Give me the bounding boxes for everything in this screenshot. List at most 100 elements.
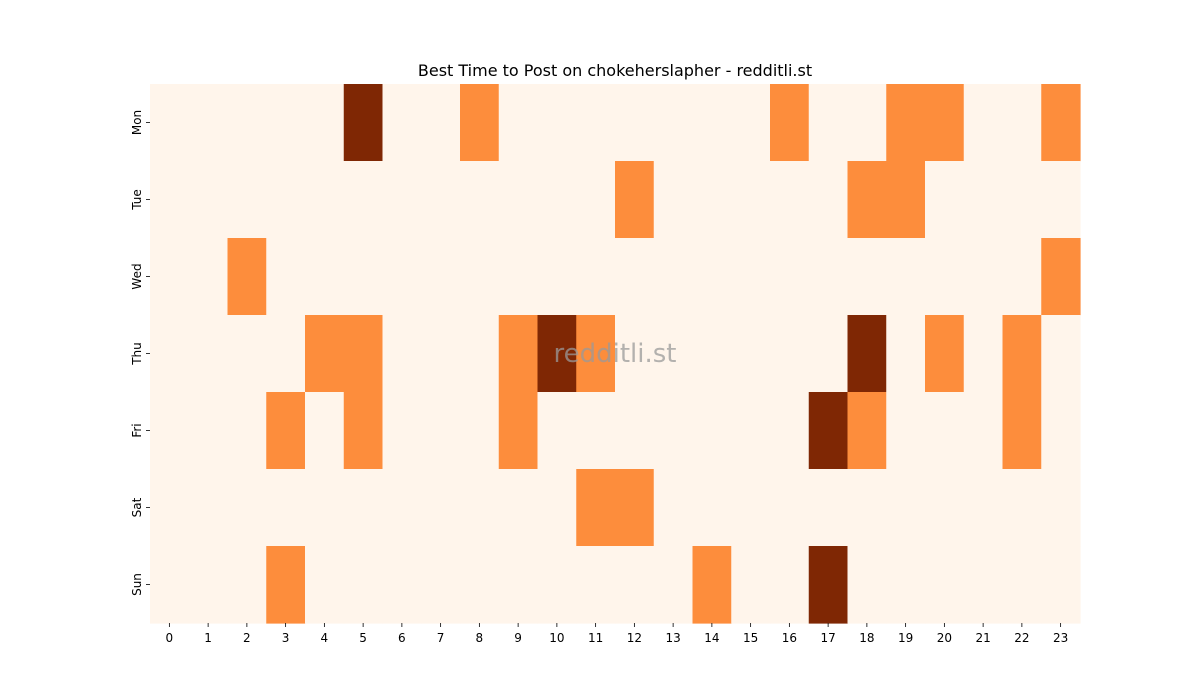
heatmap-cell-fri-20 [925,392,965,470]
heatmap-cell-sat-22 [1002,469,1042,547]
heatmap-cell-fri-0 [150,392,190,470]
heatmap-cell-mon-12 [615,84,655,162]
heatmap-cell-wed-11 [576,238,616,316]
heatmap-cell-fri-2 [227,392,267,470]
heatmap-cell-mon-22 [1002,84,1042,162]
heatmap-cell-fri-18 [847,392,887,470]
heatmap-cell-mon-21 [963,84,1004,162]
heatmap-cell-mon-7 [421,84,461,162]
heatmap-cell-tue-13 [653,161,694,239]
heatmap-cell-mon-14 [692,84,732,162]
heatmap-cell-sun-19 [886,546,926,624]
x-tick-label: 6 [398,631,406,645]
heatmap-cell-tue-7 [421,161,461,239]
heatmap-cell-wed-2 [227,238,267,316]
x-tick-label: 3 [282,631,290,645]
heatmap-cell-mon-16 [770,84,810,162]
heatmap-cell-mon-1 [188,84,229,162]
heatmap-cell-wed-0 [150,238,190,316]
x-tick-label: 7 [437,631,445,645]
x-tick-label: 10 [549,631,564,645]
heatmap-cell-sat-11 [576,469,616,547]
heatmap-cell-wed-19 [886,238,926,316]
heatmap-cell-tue-20 [925,161,965,239]
heatmap-cell-sun-3 [266,546,306,624]
heatmap-cell-wed-20 [925,238,965,316]
heatmap-cell-sun-10 [537,546,577,624]
heatmap-cell-fri-5 [343,392,384,470]
heatmap-cell-sun-15 [731,546,771,624]
heatmap-cell-wed-4 [305,238,345,316]
heatmap-cell-thu-1 [188,315,229,393]
y-tick-label: Sat [130,497,144,517]
heatmap-cell-wed-14 [692,238,732,316]
heatmap-cell-sun-1 [188,546,229,624]
heatmap-cell-sun-8 [460,546,500,624]
heatmap-cell-thu-18 [847,315,887,393]
x-axis: 0 1 2 3 4 5 6 7 8 9 10 11 12 13 14 15 16 17 18 19 20 21 22 23 [166,623,1068,645]
heatmap-cell-sat-18 [847,469,887,547]
heatmap-cell-mon-10 [537,84,577,162]
x-tick-label: 0 [166,631,174,645]
heatmap-cell-fri-8 [460,392,500,470]
heatmap-cell-fri-22 [1002,392,1042,470]
heatmap-cell-thu-13 [653,315,694,393]
heatmap-cell-sat-6 [382,469,422,547]
heatmap-cell-mon-18 [847,84,887,162]
heatmap-cell-sun-6 [382,546,422,624]
heatmap-cell-sun-5 [343,546,384,624]
heatmap-cells [150,84,1081,624]
x-tick-label: 8 [476,631,484,645]
heatmap-cell-mon-19 [886,84,926,162]
heatmap-cell-thu-12 [615,315,655,393]
heatmap-cell-sat-4 [305,469,345,547]
heatmap-cell-tue-18 [847,161,887,239]
heatmap-cell-tue-10 [537,161,577,239]
x-tick-label: 14 [704,631,719,645]
heatmap-cell-fri-13 [653,392,694,470]
heatmap-cell-mon-15 [731,84,771,162]
y-axis: Mon Tue Wed Thu Fri Sat Sun [130,110,150,596]
heatmap-cell-tue-22 [1002,161,1042,239]
heatmap-cell-sun-4 [305,546,345,624]
heatmap-cell-tue-14 [692,161,732,239]
heatmap-cell-tue-2 [227,161,267,239]
x-tick-label: 19 [898,631,913,645]
heatmap-cell-wed-7 [421,238,461,316]
x-tick-label: 11 [588,631,603,645]
heatmap-cell-thu-0 [150,315,190,393]
heatmap-cell-wed-5 [343,238,384,316]
heatmap-cell-sun-18 [847,546,887,624]
heatmap-cell-sat-23 [1041,469,1081,547]
heatmap-cell-tue-16 [770,161,810,239]
heatmap-cell-sat-5 [343,469,384,547]
heatmap-cell-fri-17 [808,392,849,470]
heatmap-cell-fri-12 [615,392,655,470]
y-tick-label: Wed [130,263,144,289]
heatmap-cell-thu-6 [382,315,422,393]
heatmap-cell-fri-6 [382,392,422,470]
heatmap-cell-sat-9 [498,469,539,547]
heatmap-cell-wed-13 [653,238,694,316]
heatmap-cell-thu-2 [227,315,267,393]
heatmap-cell-wed-1 [188,238,229,316]
x-tick-label: 4 [321,631,329,645]
heatmap-cell-thu-7 [421,315,461,393]
heatmap-cell-wed-23 [1041,238,1081,316]
y-tick-label: Mon [130,110,144,135]
heatmap-cell-wed-8 [460,238,500,316]
heatmap-cell-thu-15 [731,315,771,393]
heatmap-cell-thu-17 [808,315,849,393]
heatmap-cell-tue-0 [150,161,190,239]
heatmap-cell-sat-8 [460,469,500,547]
heatmap-cell-fri-21 [963,392,1004,470]
heatmap-cell-tue-5 [343,161,384,239]
heatmap-cell-wed-12 [615,238,655,316]
y-tick-label: Sun [130,573,144,596]
heatmap-cell-fri-10 [537,392,577,470]
heatmap-cell-thu-10 [537,315,577,393]
x-tick-label: 21 [975,631,990,645]
x-tick-label: 16 [782,631,797,645]
heatmap-cell-sun-13 [653,546,694,624]
heatmap-cell-thu-14 [692,315,732,393]
